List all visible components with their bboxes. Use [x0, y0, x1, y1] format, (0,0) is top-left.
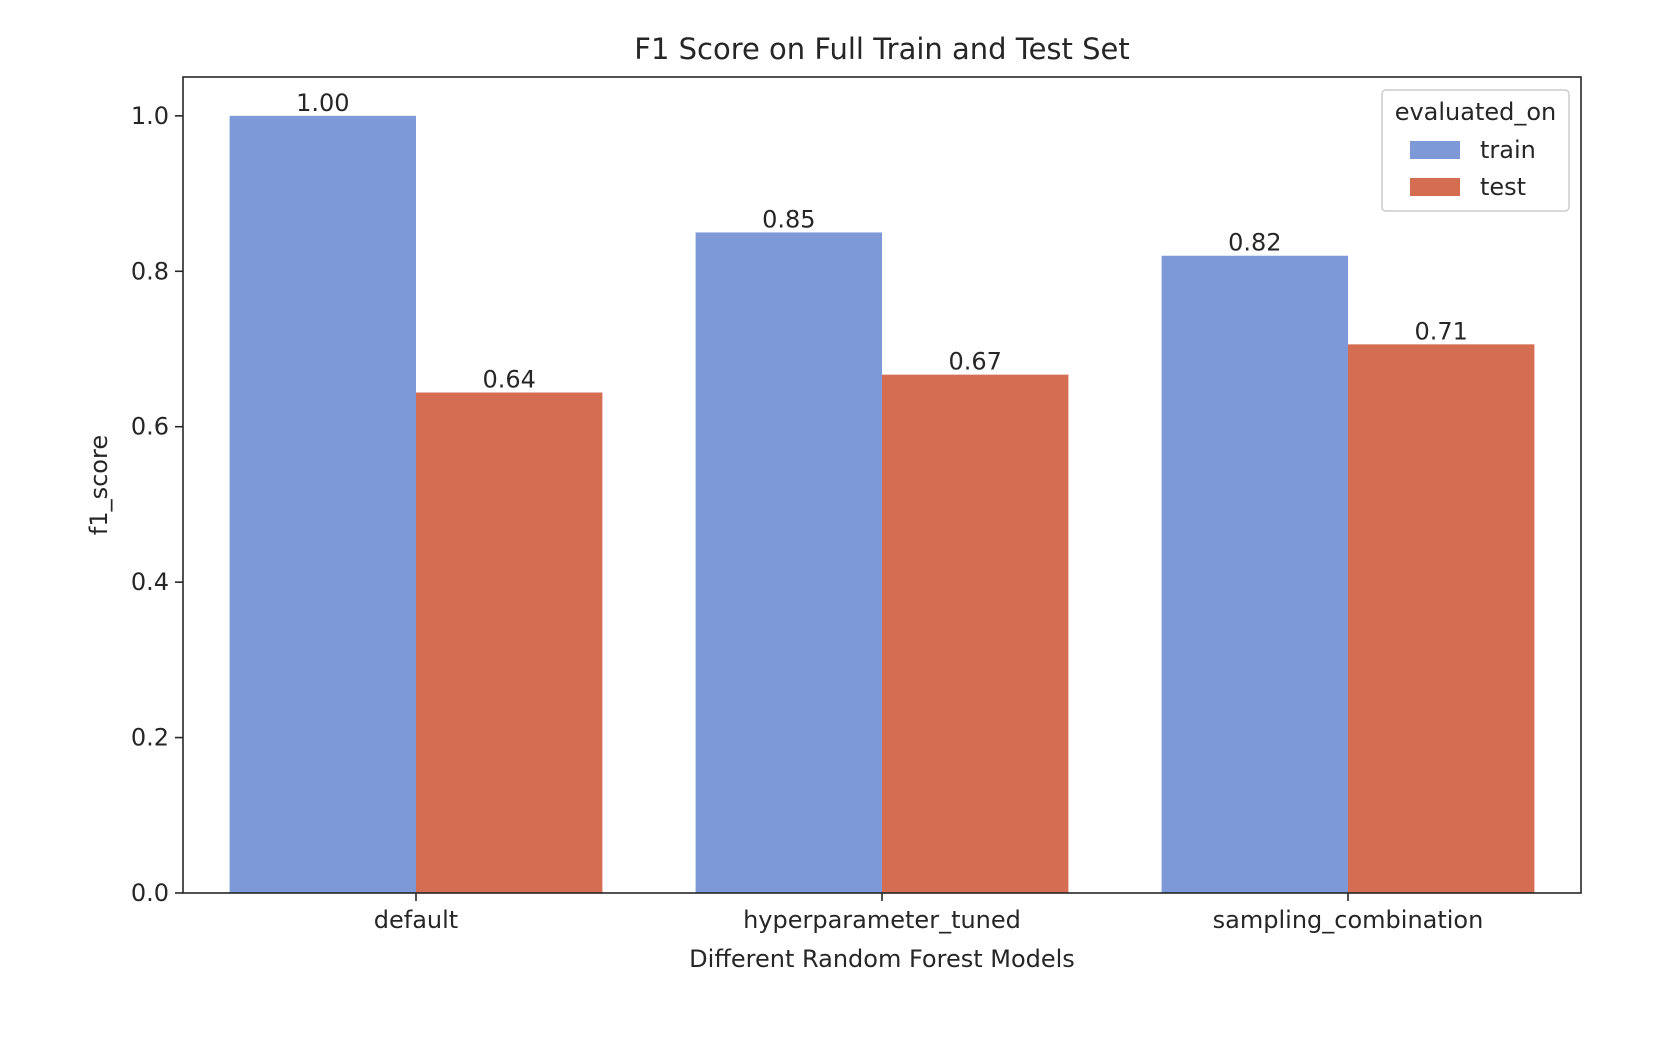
y-tick-label: 0.2 — [131, 724, 169, 752]
x-tick-label: default — [374, 906, 458, 934]
data-label-train-hyperparameter_tuned: 0.85 — [762, 205, 815, 233]
y-axis-label: f1_score — [85, 435, 113, 535]
legend-swatch-train — [1410, 141, 1460, 159]
legend-title: evaluated_on — [1395, 98, 1557, 126]
x-tick-label: hyperparameter_tuned — [743, 906, 1021, 934]
chart-title: F1 Score on Full Train and Test Set — [634, 32, 1129, 66]
data-label-test-hyperparameter_tuned: 0.67 — [948, 348, 1001, 376]
legend: evaluated_on train test — [1381, 89, 1570, 212]
x-tick-label: sampling_combination — [1213, 906, 1484, 934]
x-axis-label: Different Random Forest Models — [689, 945, 1075, 973]
legend-label-test: test — [1480, 173, 1526, 201]
y-tick-label: 0.6 — [131, 413, 169, 441]
y-tick-label: 0.8 — [131, 257, 169, 285]
legend-swatch-test — [1410, 178, 1460, 196]
y-axis: 0.0 0.2 0.4 0.6 0.8 1.0 — [131, 102, 183, 907]
data-label-train-default: 1.00 — [296, 89, 349, 117]
legend-label-train: train — [1480, 136, 1536, 164]
data-label-test-sampling_combination: 0.71 — [1414, 317, 1467, 345]
bar-test-default — [416, 392, 603, 893]
bar-test-hyperparameter_tuned — [882, 374, 1069, 893]
x-axis: default hyperparameter_tuned sampling_comb… — [374, 893, 1484, 934]
bar-train-default — [229, 115, 416, 894]
bar-test-sampling_combination — [1348, 344, 1535, 893]
data-label-train-sampling_combination: 0.82 — [1228, 229, 1281, 257]
bar-train-hyperparameter_tuned — [695, 232, 882, 893]
bars-group — [229, 115, 1535, 894]
y-tick-label: 0.0 — [131, 879, 169, 907]
y-tick-label: 1.0 — [131, 102, 169, 130]
bar-train-sampling_combination — [1161, 255, 1348, 893]
y-tick-label: 0.4 — [131, 568, 169, 596]
data-label-test-default: 0.64 — [482, 366, 535, 394]
data-labels-group: 1.00 0.64 0.85 0.67 0.82 0.71 — [296, 89, 1468, 394]
plot-frame — [182, 76, 1582, 894]
